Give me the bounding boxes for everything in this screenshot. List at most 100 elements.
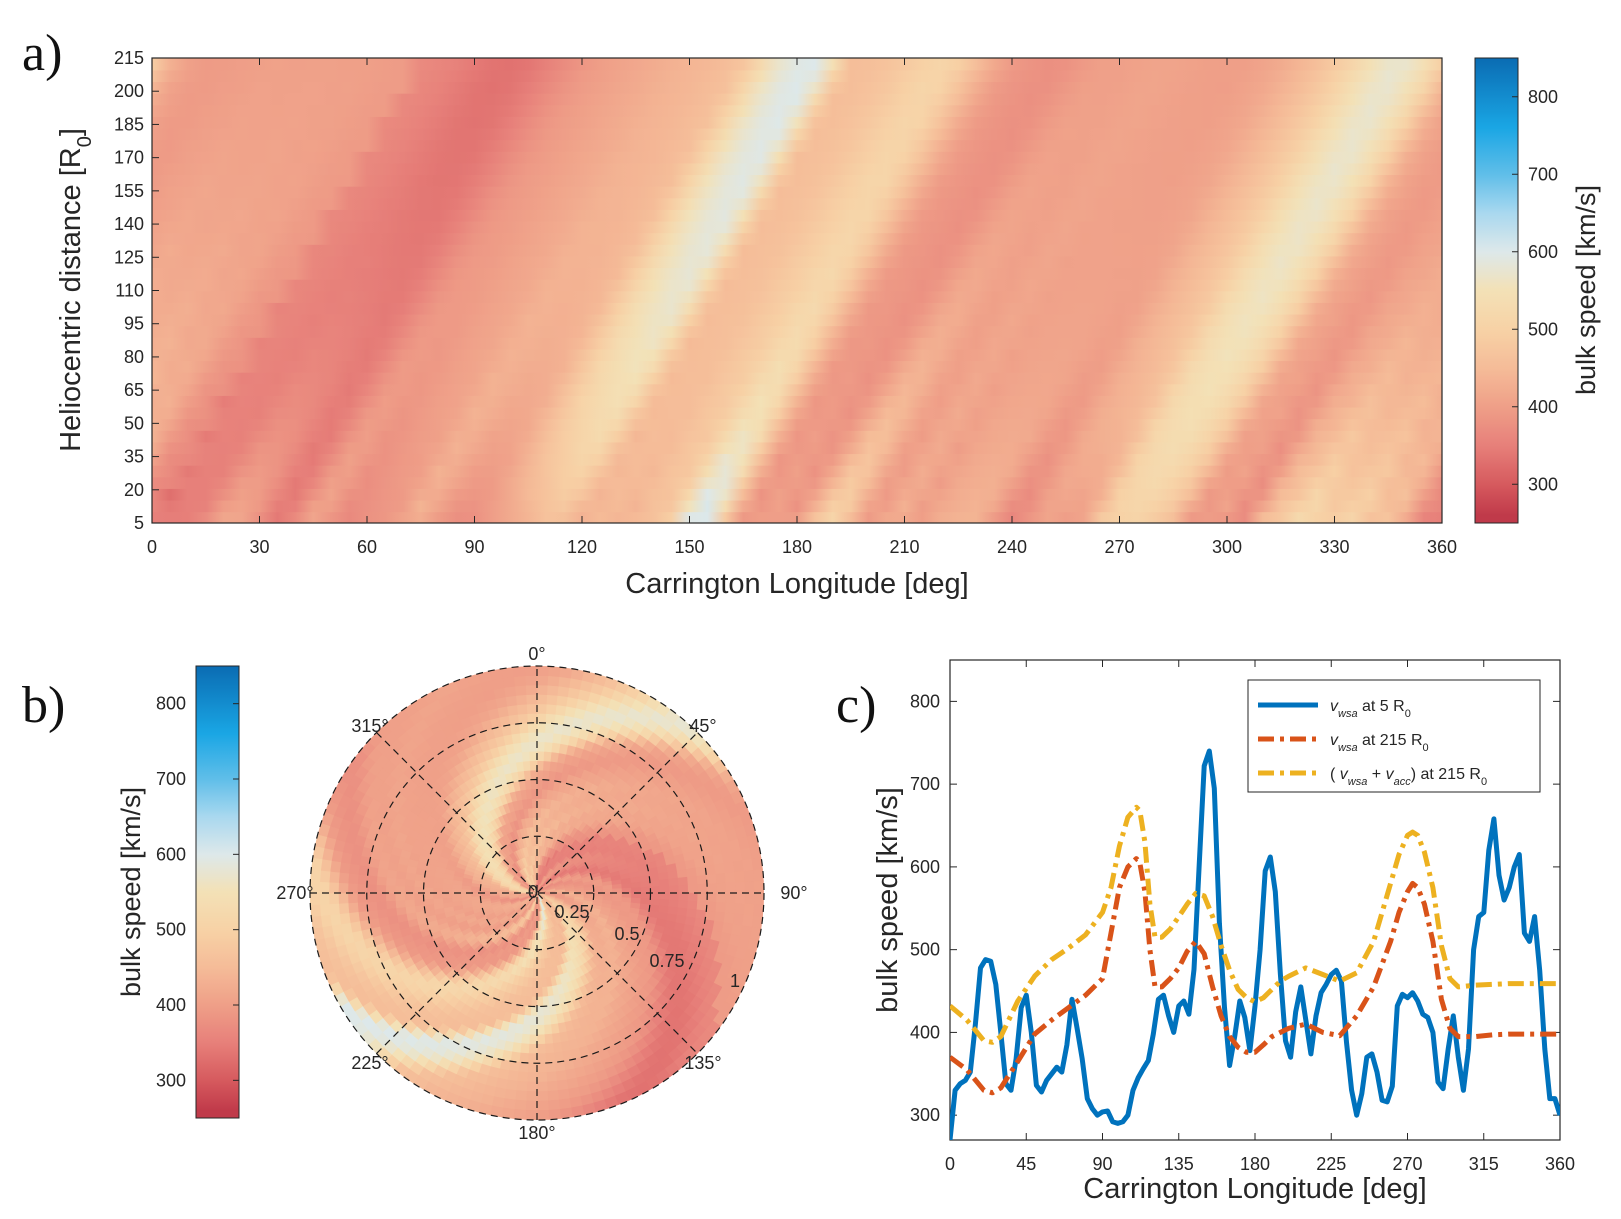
polar-cell	[536, 666, 550, 677]
polar-cell	[525, 674, 538, 686]
heatmap-xtick-label: 150	[674, 537, 704, 557]
colorbar-b-label: bulk speed [km/s]	[116, 787, 146, 997]
polar-cell	[519, 731, 530, 743]
polar-cell	[546, 703, 558, 715]
polar-cell	[734, 870, 746, 883]
polar-cell	[515, 760, 525, 772]
polar-cell	[422, 898, 434, 906]
polar-cell	[432, 892, 443, 899]
polar-cell	[531, 797, 538, 809]
heatmap-band	[152, 278, 1442, 292]
polar-cell	[544, 731, 555, 743]
polar-cell	[753, 904, 764, 918]
polar-cell	[536, 769, 544, 780]
polar-cell	[524, 778, 532, 790]
heatmap-ytick-label: 155	[114, 181, 144, 201]
polar-cell	[536, 1072, 548, 1083]
polar-cell	[536, 968, 542, 979]
polar-cell	[543, 750, 553, 762]
heatmap-band	[152, 220, 1442, 234]
polar-cell	[384, 884, 396, 894]
polar-cell	[356, 883, 368, 894]
polar-cell	[753, 868, 764, 882]
polar-cell	[650, 886, 661, 894]
heatmap-band	[152, 92, 1442, 106]
polar-cell	[522, 759, 531, 772]
polar-cell	[551, 1032, 562, 1045]
heatmap-band	[152, 267, 1442, 280]
colorbar-b-ticks: 300 400 500 600 700 800	[156, 694, 239, 1090]
polar-radial-label: 0	[528, 882, 538, 902]
polar-cell	[517, 1061, 529, 1074]
colorbar-a-ticks: 300 400 500 600 700 800	[1512, 87, 1558, 494]
polar-cell	[512, 741, 523, 754]
polar-cell	[525, 788, 533, 800]
polar-cell	[621, 887, 633, 894]
heatmap-band	[152, 162, 1442, 176]
polar-cell	[531, 977, 538, 989]
line-plot-xtick-label: 135	[1164, 1154, 1194, 1174]
polar-cell	[536, 1081, 548, 1093]
polar-cell	[516, 703, 528, 715]
heatmap-ticks: 0 30 60 90 120 150 180 210 240 270 300 330 360 5 20 35 5…	[114, 48, 1457, 557]
polar-cell	[520, 1033, 530, 1045]
polar-cell	[536, 721, 547, 733]
heatmap-band	[152, 371, 1442, 385]
polar-cell	[422, 886, 434, 894]
polar-cell	[544, 1033, 554, 1045]
polar-cell	[529, 1024, 538, 1036]
polar-cell	[640, 880, 652, 888]
heatmap-band	[152, 290, 1442, 303]
polar-cell	[536, 1091, 549, 1102]
heatmap-band	[152, 151, 1442, 164]
polar-cell	[697, 883, 709, 894]
heatmap-band	[152, 453, 1442, 466]
polar-cell	[677, 900, 689, 910]
polar-cell	[521, 750, 531, 762]
polar-cell	[337, 882, 349, 894]
heatmap-xtick-label: 180	[782, 537, 812, 557]
polar-cell	[725, 892, 737, 904]
polar-cell	[525, 1100, 538, 1112]
panel-label-b: b)	[22, 677, 65, 734]
heatmap-band	[152, 174, 1442, 187]
polar-cell	[678, 892, 690, 902]
heatmap-band	[152, 406, 1442, 420]
polar-cell	[640, 886, 652, 894]
polar-cell	[612, 888, 623, 894]
polar-cell	[531, 788, 538, 799]
polar-cell	[640, 892, 652, 900]
heatmap-ytick-label: 65	[124, 380, 144, 400]
polar-cell	[715, 902, 727, 914]
polar-cell	[526, 703, 538, 714]
heatmap-band	[152, 255, 1442, 269]
polar-cell	[347, 892, 358, 904]
polar-cell	[547, 1099, 561, 1112]
polar-cell	[751, 857, 764, 871]
polar-cell	[527, 1062, 538, 1074]
polar-cell	[318, 881, 330, 894]
heatmap-band	[152, 127, 1442, 141]
polar-cell	[337, 902, 350, 915]
polar-cell	[715, 872, 727, 884]
polar-cell	[432, 887, 443, 894]
heatmap-ytick-label: 215	[114, 48, 144, 68]
polar-cell	[536, 740, 546, 752]
polar-cell	[545, 1052, 556, 1064]
polar-cell	[649, 879, 661, 888]
polar-cell	[513, 674, 527, 687]
polar-cell	[517, 712, 529, 725]
heatmap-band	[152, 139, 1442, 152]
heatmap-xtick-label: 300	[1212, 537, 1242, 557]
polar-cell	[542, 1005, 551, 1017]
polar-cell	[366, 874, 378, 885]
polar-cell	[753, 880, 764, 894]
polar-cell	[521, 1024, 531, 1036]
polar-cell	[716, 892, 727, 904]
polar-cell	[441, 897, 453, 904]
heatmap-ytick-label: 95	[124, 314, 144, 334]
heatmap-band	[152, 313, 1442, 327]
polar-cell	[630, 881, 642, 889]
polar-cell	[536, 987, 543, 998]
heatmap-band	[152, 104, 1442, 117]
